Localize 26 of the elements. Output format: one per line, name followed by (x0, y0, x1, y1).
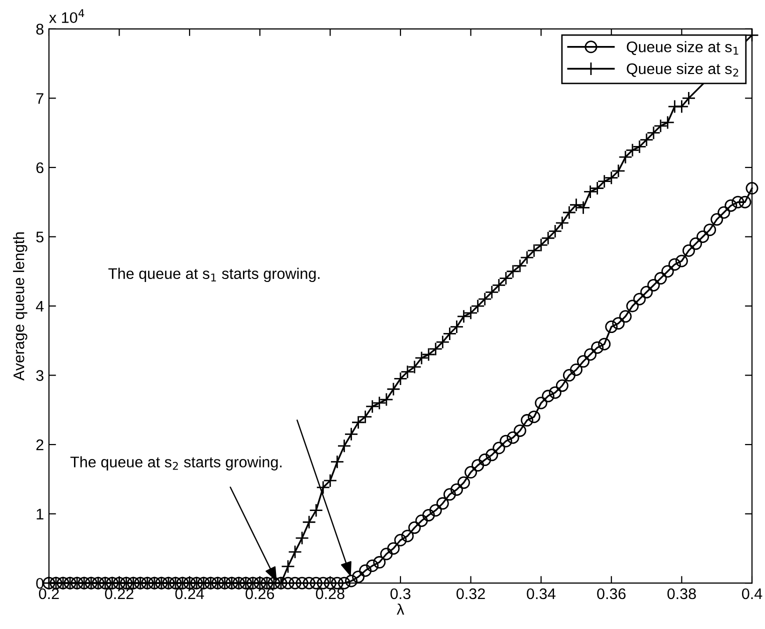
x-tick-label: 0.36 (597, 588, 626, 600)
annotation: The queue at s$_{2}$ starts growing. (70, 456, 282, 470)
y-tick-label: 4 (36, 301, 44, 312)
annotation: The queue at s$_{1}$ starts growing. (108, 268, 320, 282)
x-tick-label: 0.4 (742, 588, 762, 600)
x-tick-label: 0.32 (456, 588, 485, 600)
y-tick-label: 3 (36, 370, 44, 381)
x-tick-label: 0.24 (175, 588, 204, 600)
x-tick-label: 0.28 (316, 588, 344, 600)
x-tick-label: 0.22 (104, 588, 134, 600)
y-tick-label: 6 (36, 162, 44, 174)
x-axis-title: λ (396, 604, 404, 615)
x-tick-label: 0.3 (390, 588, 410, 600)
y-tick-label: 7 (36, 93, 44, 104)
y-tick-label: 5 (36, 232, 44, 242)
y-tick-label: 2 (36, 439, 44, 450)
x-tick-label: 0.38 (667, 588, 696, 600)
x-tick-label: 0.26 (246, 588, 274, 600)
x-tick-label: 0.34 (526, 588, 556, 600)
x-tick-label: 0.2 (38, 588, 59, 600)
legend-label: Queue size at s$_{1}$ (626, 41, 738, 56)
legend-label: Queue size at s$_{2}$ (626, 62, 738, 77)
y-tick-label: 1 (36, 508, 44, 520)
y-tick-label: 8 (36, 24, 44, 35)
y-axis-title: Average queue length (13, 232, 28, 381)
text: x 10$^{4}$ (49, 9, 84, 24)
